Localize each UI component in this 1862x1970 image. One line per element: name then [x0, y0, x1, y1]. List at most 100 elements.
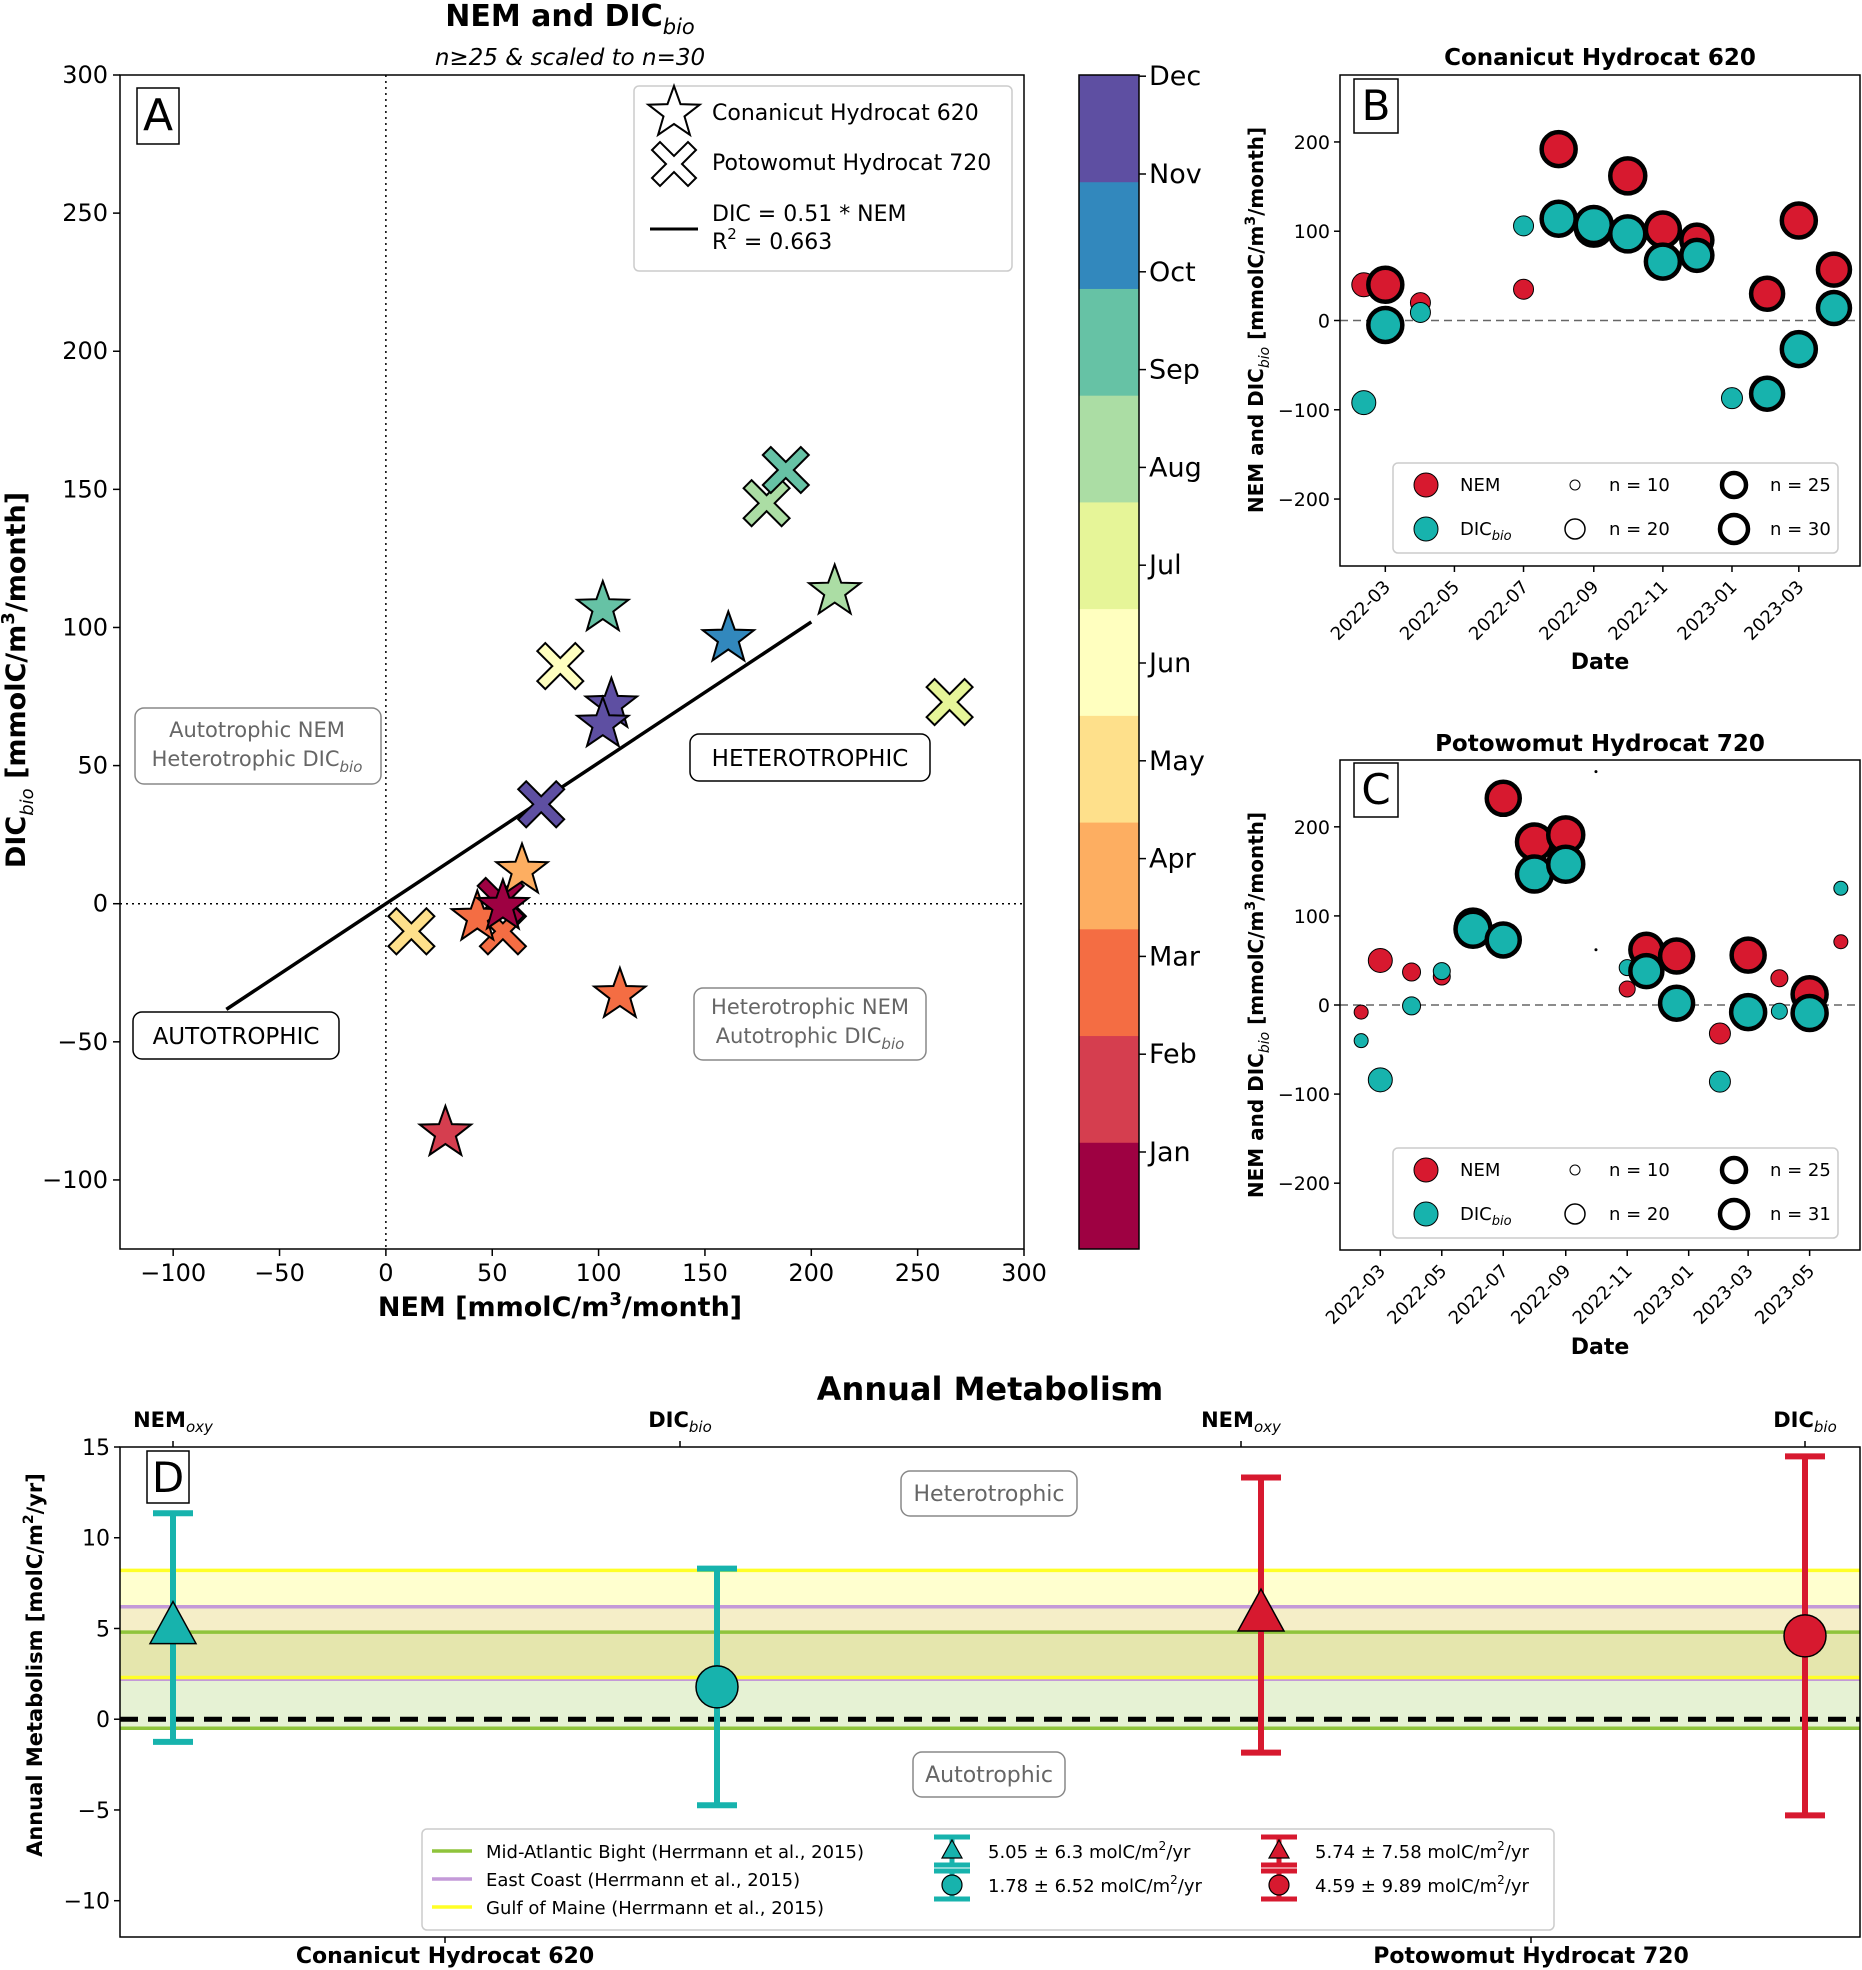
panel-b-xlabel: Date: [1571, 650, 1630, 675]
legend-dic-marker: [1413, 516, 1439, 542]
panel-b-legend-n25: n = 25: [1770, 475, 1831, 496]
annual-circle-marker: [1783, 1614, 1827, 1658]
panel-c-legend-nem: NEM: [1460, 1160, 1500, 1181]
ytick-label: 0: [1318, 995, 1330, 1017]
panel-a-ytick-label: −50: [57, 1028, 108, 1056]
colorbar-label-oct: Oct: [1149, 257, 1196, 288]
panel-b-letter-box: [1353, 78, 1399, 134]
dic-point: [1409, 301, 1431, 323]
nem-point: [1657, 937, 1696, 975]
ytick-label: −200: [1278, 1173, 1330, 1195]
legend-size-20: [1564, 518, 1586, 540]
panel-c-xlabel: Date: [1571, 1335, 1630, 1360]
panel-b-letter: B: [1362, 81, 1391, 130]
legend-size-30: [1717, 512, 1751, 546]
legend-value-label: 5.05 ± 6.3 molC/m2/yr: [988, 1839, 1191, 1863]
panel-a-xlabel: NEM [mmolC/m3/month]: [378, 1289, 742, 1323]
conanicut-star-marker: [574, 694, 632, 749]
panel-a-ytick-label: 0: [93, 890, 108, 918]
nem-point: [1608, 156, 1648, 196]
colorbar-segment: [1079, 822, 1139, 930]
colorbar-segment: [1079, 501, 1139, 610]
quadrant-2-line2: Heterotrophic DICbio: [152, 747, 363, 776]
panel-a-ytick-label: −100: [42, 1166, 108, 1194]
legend-ref-label: Gulf of Maine (Herrmann et al., 2015): [486, 1898, 824, 1919]
quadrant-2-line1: Autotrophic NEM: [169, 718, 345, 742]
panel-d-ytick-label: 5: [96, 1617, 110, 1642]
dic-point: [1513, 215, 1535, 237]
colorbar-segment: [1079, 1035, 1139, 1143]
panel-a-xtick-label: 100: [576, 1259, 622, 1287]
panel-a-xtick-label: −50: [254, 1259, 305, 1287]
colorbar-segment: [1079, 715, 1139, 823]
colorbar-segment: [1079, 75, 1139, 183]
colorbar-segment: [1079, 288, 1139, 396]
legend-dic-marker: [1413, 1201, 1439, 1227]
panel-c-legend-n20: n = 20: [1609, 1204, 1670, 1225]
potowomut-x-marker: [761, 445, 811, 495]
dic-point: [1351, 390, 1377, 416]
dic-point: [1815, 289, 1853, 327]
dic-point: [1484, 921, 1523, 959]
colorbar-segment: [1079, 928, 1139, 1037]
panel-a-letter: A: [143, 90, 173, 141]
nem-point: [1484, 779, 1523, 818]
colorbar-segment: [1079, 395, 1139, 503]
panel-c-legend-dic: DICbio: [1460, 1204, 1512, 1229]
panel-d-ytick-label: 10: [82, 1527, 110, 1552]
panel-a-plot-area: −100 −50 0 50 100 150 200 250 300 −100 −50 0 50 100 15…: [42, 61, 1047, 1287]
nem-point: [1402, 962, 1422, 982]
panel-d-ytick-label: 15: [82, 1436, 110, 1461]
potowomut-x-marker: [386, 906, 436, 956]
panel-d-ytick-label: −5: [78, 1799, 110, 1824]
legend-potowomut-label: Potowomut Hydrocat 720: [712, 151, 991, 176]
panel-d-ytick-label: 0: [96, 1708, 110, 1733]
dic-point: [1679, 237, 1715, 274]
dic-point: [1594, 948, 1598, 952]
colorbar-segment: [1079, 608, 1139, 716]
panel-c-legend-n31: n = 31: [1770, 1204, 1831, 1225]
legend-ref-label: East Coast (Herrmann et al., 2015): [486, 1870, 800, 1891]
dic-point: [1539, 199, 1578, 238]
panel-b-legend-n10: n = 10: [1609, 475, 1670, 496]
legend-value-label: 4.59 ± 9.89 molC/m2/yr: [1315, 1873, 1529, 1897]
panel-c-title: Potowomut Hydrocat 720: [1435, 731, 1765, 757]
quadrant-4-line2: Autotrophic DICbio: [716, 1024, 905, 1053]
panel-b-legend-n30: n = 30: [1770, 519, 1831, 540]
legend-size-10: [1569, 1164, 1581, 1176]
panel-a-ytick-label: 50: [77, 752, 108, 780]
method-label: DICbio: [648, 1408, 712, 1436]
legend-triangle-marker: [940, 1838, 964, 1859]
panel-d-plot-area: −10 −5 0 5 10 15 NEMoxy DICbio NEMoxy DICbio Conan…: [64, 1408, 1861, 1969]
conanicut-star-marker: [416, 1103, 474, 1158]
legend-size-10: [1569, 479, 1581, 491]
panel-a-xtick-label: 0: [378, 1259, 393, 1287]
panel-a-ytick-label: 100: [62, 613, 108, 641]
panel-a: NEM and DICbio n≥25 & scaled to n=30 −10…: [0, 0, 1205, 1323]
annual-autotrophic-label: Autotrophic: [925, 1763, 1053, 1788]
panel-b-legend-dic: DICbio: [1460, 519, 1512, 544]
annual-heterotrophic-label: Heterotrophic: [913, 1482, 1064, 1507]
annual-circle-marker: [695, 1665, 739, 1709]
panel-a-ytick-label: 150: [62, 475, 108, 503]
potowomut-x-marker: [535, 641, 585, 691]
panel-a-xtick-label: 300: [1001, 1259, 1047, 1287]
nem-point: [1779, 201, 1819, 240]
autotrophic-label: AUTOTROPHIC: [153, 1024, 320, 1050]
heterotrophic-label: HETEROTROPHIC: [712, 746, 909, 772]
panel-a-ytick-label: 250: [62, 199, 108, 227]
nem-point: [1748, 275, 1786, 312]
ytick-label: 100: [1294, 221, 1330, 243]
nem-point: [1618, 980, 1636, 998]
nem-point: [1353, 1004, 1369, 1020]
legend-fit-eq: DIC = 0.51 * NEM: [712, 202, 907, 227]
dic-point: [1770, 1002, 1788, 1020]
potowomut-x-marker: [925, 677, 975, 727]
dic-point: [1708, 1070, 1731, 1093]
dic-point: [1720, 387, 1743, 410]
panel-a-frame: [119, 74, 1025, 1250]
nem-point: [1770, 969, 1789, 988]
ytick-label: −100: [1278, 1084, 1330, 1106]
panel-d: Annual Metabolism −10 −5 0 5 10 15 NEMoxy DICbi…: [21, 1370, 1861, 1969]
dic-point: [1353, 1033, 1369, 1049]
